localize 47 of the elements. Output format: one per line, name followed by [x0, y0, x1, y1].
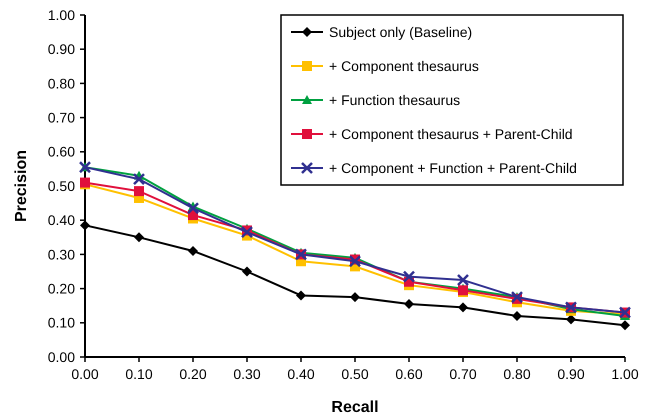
x-tick-label: 0.40: [287, 366, 315, 382]
x-tick-label: 1.00: [611, 366, 639, 382]
point: [512, 310, 522, 321]
x-tick-label: 0.80: [503, 366, 531, 382]
x-tick-label: 0.20: [179, 366, 207, 382]
x-tick-label: 0.30: [233, 366, 261, 382]
y-tick-label: 0.00: [48, 348, 76, 365]
point: [240, 226, 254, 238]
y-tick-label: 0.60: [48, 144, 76, 160]
y-tick-label: 0.10: [48, 314, 76, 331]
y-tick-label: 0.30: [48, 246, 76, 262]
point: [186, 202, 200, 214]
y-tick-label: 1.00: [48, 6, 76, 23]
point: [242, 266, 252, 276]
point: [348, 254, 362, 268]
y-tick-label: 0.80: [48, 75, 76, 92]
point: [566, 314, 576, 324]
x-tick-label: 0.90: [557, 366, 585, 382]
x-tick-label: 0.10: [125, 366, 153, 382]
point: [188, 246, 198, 256]
point: [402, 270, 416, 283]
point: [404, 298, 414, 309]
y-tick-label: 0.50: [48, 178, 76, 194]
x-tick-label: 0.00: [71, 366, 99, 382]
y-tick-label: 0.40: [48, 212, 76, 228]
point: [134, 186, 144, 196]
x-tick-label: 0.60: [395, 366, 423, 382]
x-axis-title: Recall: [331, 399, 379, 416]
x-tick-label: 0.50: [341, 366, 369, 382]
legend-label: + Component thesaurus + Parent-Child: [329, 126, 573, 142]
legend-label: + Component + Function + Parent-Child: [329, 160, 577, 176]
y-tick-label: 0.90: [48, 41, 76, 58]
y-tick-label: 0.70: [48, 110, 76, 126]
x-tick-label: 0.70: [449, 366, 477, 382]
point: [458, 302, 468, 312]
legend-label: + Function thesaurus: [329, 92, 460, 108]
point: [620, 320, 630, 330]
point: [132, 172, 146, 186]
point: [350, 292, 360, 302]
y-tick-label: 0.20: [48, 280, 76, 296]
legend-label: Subject only (Baseline): [329, 24, 472, 40]
point: [134, 232, 144, 242]
point: [80, 220, 90, 230]
point: [296, 290, 306, 300]
point: [456, 274, 470, 286]
legend-label: + Component thesaurus: [329, 58, 479, 74]
y-axis-title: Precision: [13, 150, 30, 222]
